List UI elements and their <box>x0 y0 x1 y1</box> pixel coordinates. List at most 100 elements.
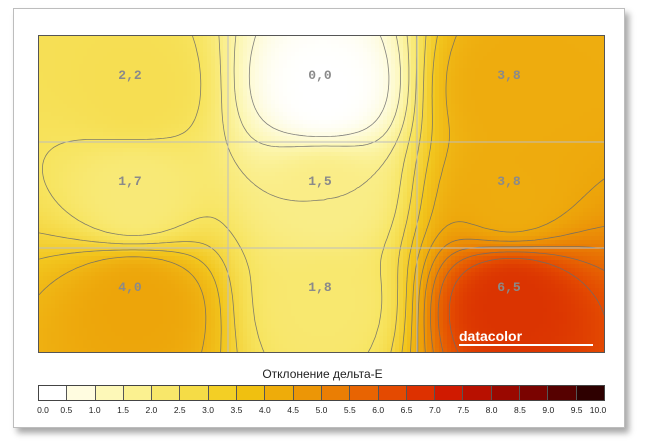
heat-cell <box>151 108 156 113</box>
heat-cell <box>471 76 476 81</box>
heat-cell <box>99 52 104 57</box>
heat-cell <box>523 76 528 81</box>
heat-cell <box>123 172 128 177</box>
heat-cell <box>359 52 364 57</box>
heat-cell <box>471 112 476 117</box>
heat-cell <box>347 172 352 177</box>
heat-cell <box>271 136 276 141</box>
heat-cell <box>175 132 180 137</box>
heat-cell <box>503 128 508 133</box>
heat-cell <box>387 72 392 77</box>
heat-cell <box>531 144 536 149</box>
heat-cell <box>483 44 488 49</box>
heat-cell <box>319 60 324 65</box>
heat-cell <box>327 128 332 133</box>
heat-cell <box>239 164 244 169</box>
heat-cell <box>323 112 328 117</box>
heat-cell <box>603 136 604 141</box>
heat-cell <box>531 84 536 89</box>
heat-cell <box>75 48 80 53</box>
heat-cell <box>195 76 200 81</box>
heat-cell <box>503 144 508 149</box>
heat-cell <box>447 120 452 125</box>
heat-cell <box>479 64 484 69</box>
heat-cell <box>303 104 308 109</box>
heat-cell <box>331 108 336 113</box>
heat-cell <box>335 48 340 53</box>
heat-cell <box>547 152 552 157</box>
heat-cell <box>571 112 576 117</box>
heat-cell <box>203 112 208 117</box>
heat-cell <box>47 80 52 85</box>
heat-cell <box>499 172 504 177</box>
heat-cell <box>371 44 376 49</box>
heat-cell <box>263 36 268 41</box>
heat-cell <box>603 148 604 153</box>
heat-cell <box>247 92 252 97</box>
heat-cell <box>159 144 164 149</box>
heat-cell <box>375 104 380 109</box>
heat-cell <box>115 88 120 93</box>
heat-cell <box>435 48 440 53</box>
heat-cell <box>303 128 308 133</box>
heat-cell <box>63 60 68 65</box>
heat-cell <box>271 132 276 137</box>
heat-cell <box>83 116 88 121</box>
heat-cell <box>487 72 492 77</box>
heat-cell <box>383 164 388 169</box>
heat-cell <box>359 132 364 137</box>
heat-cell <box>351 132 356 137</box>
heat-cell <box>423 108 428 113</box>
heat-cell <box>343 92 348 97</box>
heat-cell <box>439 156 444 161</box>
heat-cell <box>495 64 500 69</box>
heat-cell <box>563 152 568 157</box>
heat-cell <box>155 168 160 173</box>
heat-cell <box>43 168 48 173</box>
heat-cell <box>55 108 60 113</box>
heat-cell <box>459 168 464 173</box>
heat-cell <box>423 52 428 57</box>
heat-cell <box>203 120 208 125</box>
heat-cell <box>39 88 44 93</box>
heat-cell <box>223 128 228 133</box>
heat-cell <box>539 136 544 141</box>
heat-cell <box>63 72 68 77</box>
heat-cell <box>439 56 444 61</box>
heat-cell <box>139 108 144 113</box>
heat-cell <box>423 116 428 121</box>
heat-cell <box>235 112 240 117</box>
heat-cell <box>163 52 168 57</box>
heat-cell <box>307 112 312 117</box>
heat-cell <box>215 68 220 73</box>
heat-cell <box>223 88 228 93</box>
heat-cell <box>603 96 604 101</box>
heat-cell <box>491 84 496 89</box>
heat-cell <box>543 72 548 77</box>
heat-cell <box>287 168 292 173</box>
heat-cell <box>575 48 580 53</box>
heat-cell <box>155 104 160 109</box>
heat-cell <box>587 64 592 69</box>
heat-cell <box>239 128 244 133</box>
heat-cell <box>531 36 536 41</box>
heat-cell <box>339 76 344 81</box>
heat-cell <box>471 120 476 125</box>
heat-cell <box>79 128 84 133</box>
heat-cell <box>455 108 460 113</box>
heat-cell <box>147 120 152 125</box>
heat-cell <box>223 156 228 161</box>
heat-cell <box>131 68 136 73</box>
heat-cell <box>523 72 528 77</box>
heat-cell <box>531 40 536 45</box>
heat-cell <box>335 36 340 41</box>
heat-cell <box>315 148 320 153</box>
heat-cell <box>211 52 216 57</box>
heat-cell <box>107 168 112 173</box>
heat-cell <box>123 88 128 93</box>
heat-cell <box>523 100 528 105</box>
heat-cell <box>319 104 324 109</box>
heat-cell <box>251 52 256 57</box>
heat-cell <box>311 120 316 125</box>
heat-cell <box>527 84 532 89</box>
